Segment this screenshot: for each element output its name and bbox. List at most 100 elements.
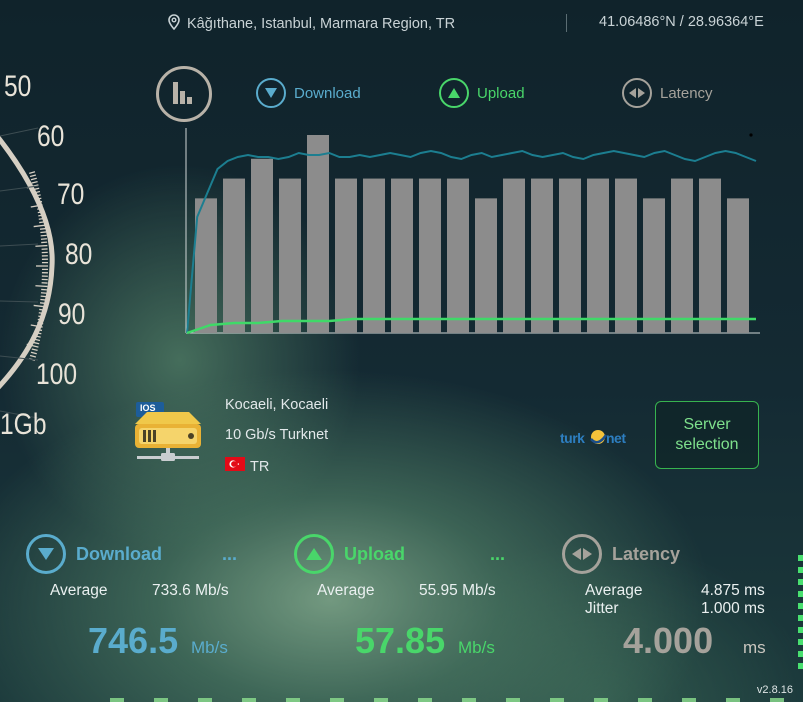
server-provider: 10 Gb/s Turknet <box>225 427 329 443</box>
download-average-value: 733.6 Mb/s <box>152 582 229 599</box>
gauge-label-80: 80 <box>65 238 93 271</box>
location-text: Kâğıthane, Istanbul, Marmara Region, TR <box>187 16 456 32</box>
result-latency-header: Latency <box>562 534 680 574</box>
gauge-tick <box>39 227 47 230</box>
gauge-tick <box>40 295 47 298</box>
download-result-icon <box>26 534 66 574</box>
gauge-tick <box>39 221 46 224</box>
gauge-tick <box>34 194 41 197</box>
upload-series-line <box>186 317 756 335</box>
gauge-guide-line <box>0 243 39 247</box>
location-info: Kâğıthane, Istanbul, Marmara Region, TR <box>167 14 455 34</box>
chart-bar <box>447 178 469 333</box>
bottom-strip <box>110 698 803 702</box>
gauge-tick <box>35 331 42 335</box>
legend-upload[interactable]: Upload <box>439 78 525 108</box>
gauge-label-50: 50 <box>4 70 32 103</box>
chart-bar <box>699 178 721 333</box>
gauge-tick <box>40 231 47 234</box>
gauge-label-100: 100 <box>36 358 78 391</box>
edge-progress-indicator <box>798 555 803 675</box>
gauge-tick <box>35 328 43 332</box>
upload-result-icon <box>294 534 334 574</box>
latency-average-label: Average <box>585 582 643 599</box>
version-label: v2.8.16 <box>756 684 793 696</box>
server-selection-button[interactable]: Server selection <box>655 401 759 469</box>
download-arrow-icon <box>256 78 286 108</box>
gauge-tick <box>38 315 45 318</box>
turkey-flag-icon <box>225 457 245 476</box>
gauge-tick <box>33 187 40 191</box>
gauge-tick <box>35 200 43 204</box>
chart-bar <box>391 178 413 333</box>
chart-bar <box>643 198 665 333</box>
gauge-tick <box>29 174 37 178</box>
server-country: TR <box>225 457 269 476</box>
legend-download[interactable]: Download <box>256 78 361 108</box>
gauge-tick <box>29 171 36 174</box>
gauge-tick <box>35 244 48 247</box>
upload-arrow-icon <box>439 78 469 108</box>
result-upload-header: Upload <box>294 534 405 574</box>
gauge-tick <box>34 335 41 338</box>
chart-bar <box>279 178 301 333</box>
upload-more-button[interactable]: ... <box>490 544 506 564</box>
chart-toggle-button[interactable] <box>156 66 212 122</box>
speed-chart <box>185 128 760 343</box>
latency-jitter-value: 1.000 ms <box>701 600 765 617</box>
svg-text:turk: turk <box>560 430 585 446</box>
gauge-guide-line <box>0 355 39 361</box>
chart-end-marker <box>749 133 753 137</box>
gauge-tick <box>33 304 46 308</box>
gauge-tick <box>31 180 38 184</box>
legend-upload-label: Upload <box>477 84 525 102</box>
gauge-tick <box>30 324 43 328</box>
gauge-tick <box>33 341 40 345</box>
gauge-guide-line <box>0 300 39 303</box>
gauge-tick <box>33 338 41 342</box>
chart-bar <box>615 178 637 333</box>
server-icon <box>133 400 203 469</box>
header-divider <box>566 14 567 32</box>
server-city: Kocaeli, Kocaeli <box>225 397 329 413</box>
server-selection-line2: selection <box>675 436 739 453</box>
download-value: 746.5 <box>88 620 179 661</box>
gauge-tick <box>39 308 46 311</box>
turknet-logo: turk net <box>560 427 634 453</box>
gauge-tick <box>37 322 44 325</box>
server-badge: IOS <box>140 403 156 413</box>
gauge-tick <box>40 298 47 301</box>
gauge-tick <box>33 224 46 228</box>
latency-icon <box>622 78 652 108</box>
upload-average-value: 55.95 Mb/s <box>419 582 496 599</box>
latency-result-icon <box>562 534 602 574</box>
gauge-tick <box>30 351 37 355</box>
speed-chart-svg <box>185 128 760 335</box>
bar-chart-icon <box>173 82 192 104</box>
chart-bar <box>195 198 217 333</box>
legend-latency[interactable]: Latency <box>622 78 713 108</box>
server-selection-line1: Server <box>683 416 731 433</box>
gauge-tick <box>40 234 47 237</box>
location-pin-icon <box>167 14 181 34</box>
gauge-label-60: 60 <box>37 120 65 153</box>
chart-bar <box>363 178 385 333</box>
chart-bar <box>335 178 357 333</box>
latency-jitter-label: Jitter <box>585 600 619 617</box>
download-more-button[interactable]: ... <box>222 544 238 564</box>
gauge-tick <box>33 190 41 194</box>
chart-bar <box>503 178 525 333</box>
legend-download-label: Download <box>294 84 361 102</box>
gauge-dial <box>0 127 55 419</box>
download-average-label: Average <box>50 582 108 599</box>
latency-unit: ms <box>743 638 766 657</box>
gauge-tick <box>29 354 37 358</box>
server-country-code: TR <box>250 458 270 475</box>
chart-bars <box>195 135 749 333</box>
download-title: Download <box>76 543 162 564</box>
gauge-tick <box>35 197 42 201</box>
chart-bar <box>671 178 693 333</box>
gauge-tick <box>26 343 39 348</box>
coordinates-text: 41.06486°N / 28.96364°E <box>599 14 764 30</box>
upload-title: Upload <box>344 543 405 564</box>
